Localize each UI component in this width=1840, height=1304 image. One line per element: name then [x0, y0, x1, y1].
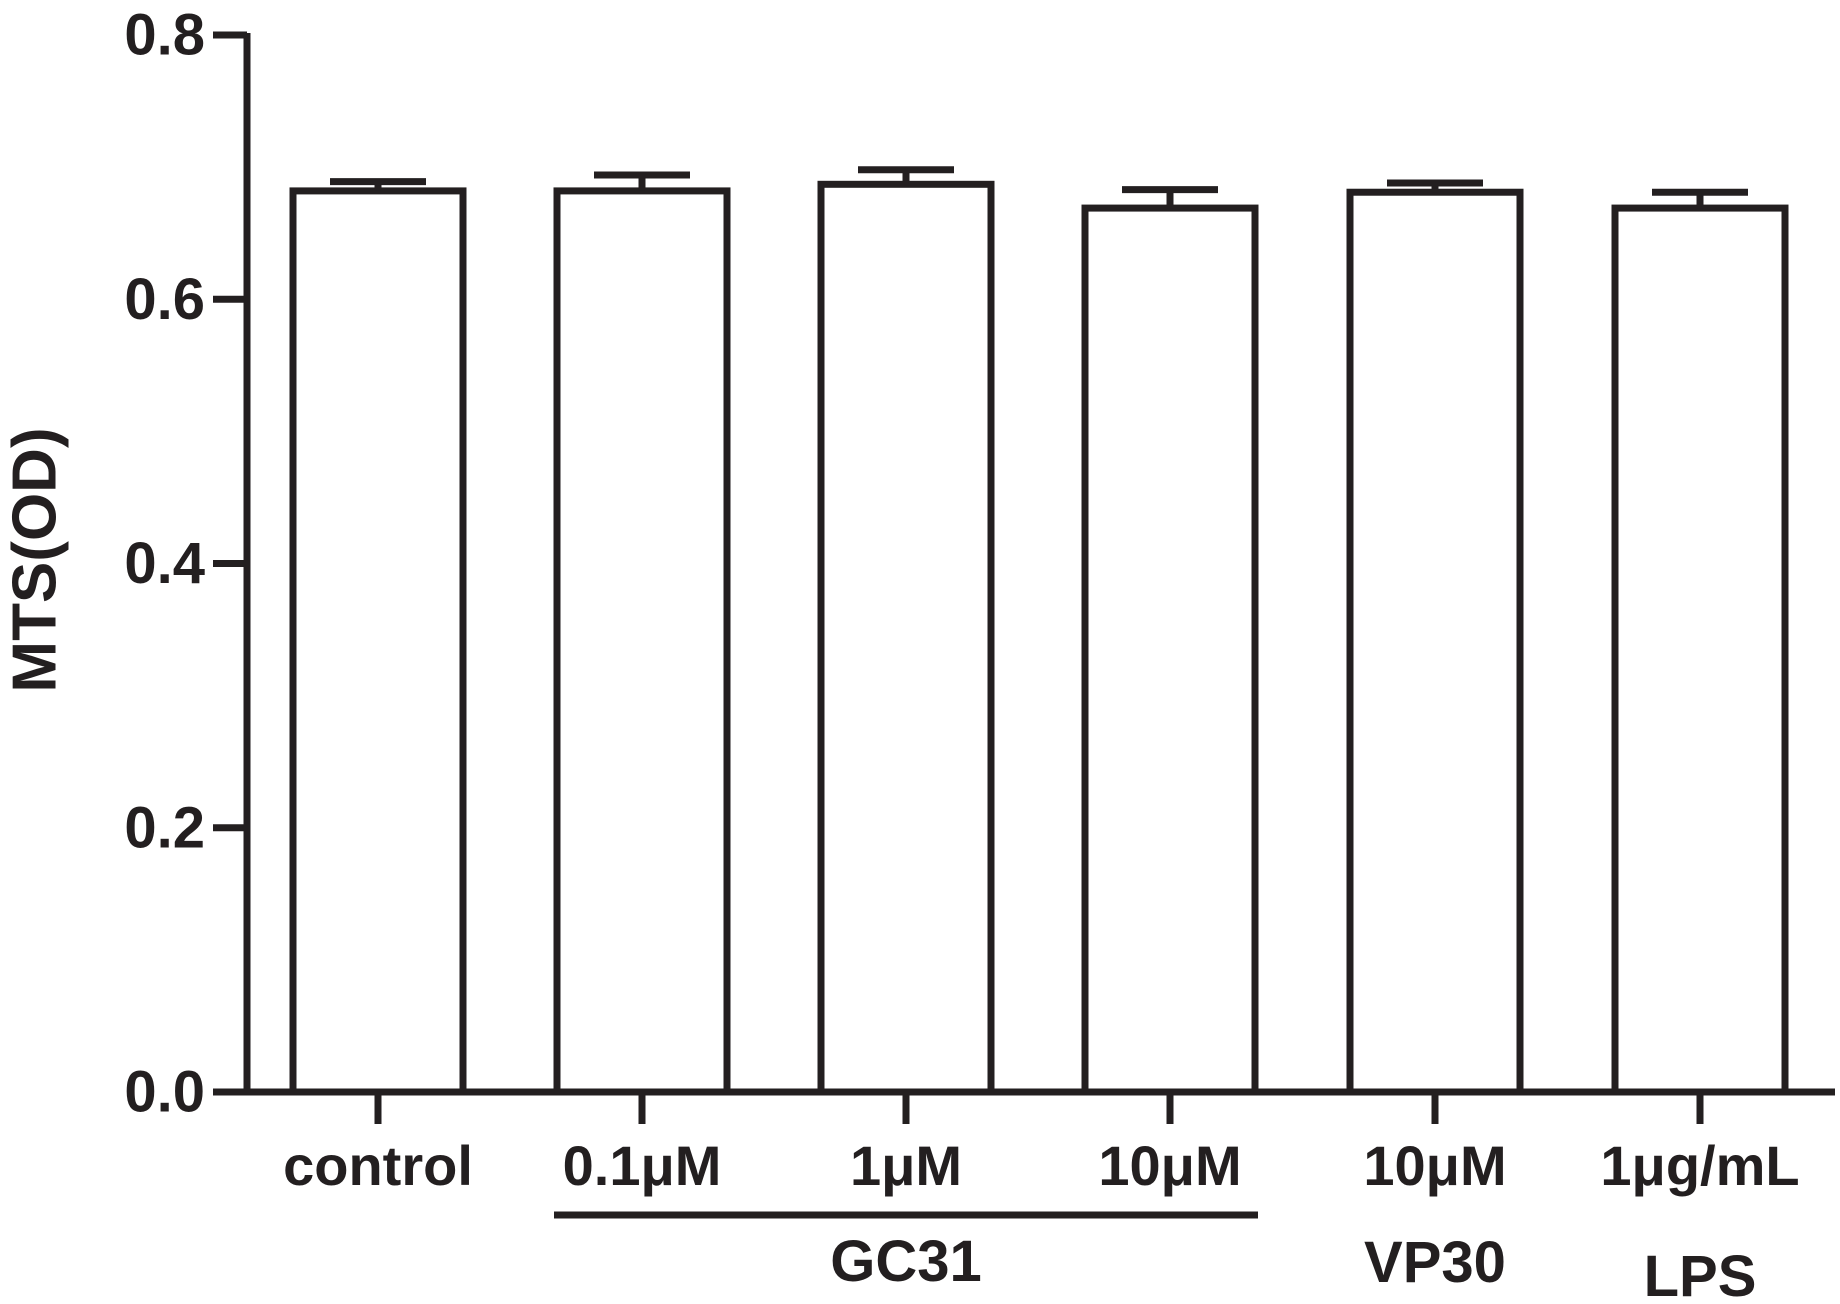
group-label: VP30	[1364, 1230, 1506, 1295]
bar	[553, 187, 731, 1096]
y-tick-label: 0.6	[124, 267, 205, 332]
y-tick-label: 0.2	[124, 795, 205, 860]
category-label: 10μM	[1363, 1134, 1506, 1197]
y-axis-title: MTS(OD)	[1, 427, 70, 692]
category-label: 1μM	[850, 1134, 962, 1197]
bars-layer	[289, 180, 1789, 1096]
y-tick-label: 0.8	[124, 3, 205, 68]
bar	[1081, 204, 1259, 1096]
y-axis-ticks: 0.0 0.2 0.4 0.6 0.8	[124, 3, 247, 1125]
category-label: 10μM	[1098, 1134, 1241, 1197]
group-label: LPS	[1644, 1244, 1757, 1304]
bar	[289, 187, 467, 1096]
y-tick-label: 0.4	[124, 531, 205, 596]
group-labels: GC31 VP30 LPS	[554, 1211, 1757, 1304]
x-axis-ticks	[374, 1092, 1704, 1124]
y-tick-label: 0.0	[124, 1060, 205, 1125]
error-bar	[330, 178, 426, 191]
category-label: 1μg/mL	[1600, 1134, 1799, 1197]
bar	[817, 180, 995, 1096]
error-bars-layer	[330, 166, 1748, 209]
error-bar	[1122, 186, 1218, 209]
error-bar	[1387, 179, 1483, 193]
category-labels: control 0.1μM 1μM 10μM 10μM 1μg/mL	[283, 1134, 1799, 1197]
error-bar	[594, 171, 690, 191]
bar	[1611, 204, 1789, 1096]
bar	[1346, 188, 1524, 1096]
category-label: 0.1μM	[563, 1134, 722, 1197]
group-label: GC31	[830, 1229, 982, 1294]
error-bar	[858, 166, 954, 185]
error-bar	[1652, 188, 1748, 209]
category-label: control	[283, 1134, 473, 1197]
